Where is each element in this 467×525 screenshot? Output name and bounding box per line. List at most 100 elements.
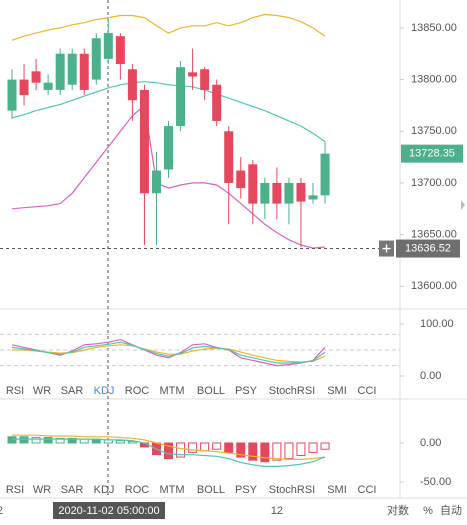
crosshair-price-box <box>396 239 460 258</box>
candle-body <box>19 79 29 96</box>
macd-bar <box>200 442 210 452</box>
indicator-line <box>11 104 326 249</box>
indicator-tab[interactable]: MTM <box>159 484 184 496</box>
last-price: 13728.35 <box>409 148 455 160</box>
indicator-line <box>11 81 326 143</box>
candle-body <box>139 89 149 194</box>
macd-bar <box>236 442 246 458</box>
candle-body <box>260 182 270 204</box>
macd-bar <box>272 442 282 461</box>
macd-bar <box>212 442 222 450</box>
indicator-tab[interactable]: ROC <box>125 385 150 397</box>
y-tick-label: 0.00 <box>420 437 441 449</box>
indicator-tab[interactable]: SMI <box>327 484 347 496</box>
macd-bar <box>296 442 306 456</box>
macd-bar <box>260 442 270 463</box>
crosshair-time-box <box>53 502 165 519</box>
candle-body <box>296 182 306 202</box>
macd-bar <box>55 437 65 444</box>
candle-body <box>151 170 161 194</box>
indicator-tab[interactable]: StochRSI <box>269 385 315 397</box>
candle-body <box>284 182 294 204</box>
indicator-tab[interactable]: WR <box>33 484 51 496</box>
candle-body <box>91 38 101 80</box>
y-tick-label: 13600.00 <box>411 280 457 292</box>
indicator-tab[interactable]: SMI <box>327 385 347 397</box>
crosshair-price: 13636.52 <box>405 242 451 254</box>
indicator-line <box>11 13 326 41</box>
indicator-tab[interactable]: PSY <box>235 385 258 397</box>
last-price-box <box>401 144 463 163</box>
y-tick-label: 100.00 <box>420 318 454 330</box>
indicator-tab[interactable]: KDJ <box>94 385 115 397</box>
y-tick-label: -50.00 <box>420 476 451 488</box>
indicator-tab[interactable]: MTM <box>159 385 184 397</box>
x-tick-label: 12 <box>271 505 283 517</box>
macd-bar <box>115 440 125 444</box>
candle-body <box>236 170 246 189</box>
indicator-tab[interactable]: BOLL <box>197 484 225 496</box>
indicator-tab[interactable]: RSI <box>6 385 24 397</box>
log-toggle[interactable]: 对数 <box>387 503 409 517</box>
candle-body <box>188 72 198 77</box>
indicator-line <box>12 434 326 460</box>
indicator-tab[interactable]: SAR <box>61 385 84 397</box>
macd-bar <box>127 440 137 444</box>
plus-icon <box>382 244 391 253</box>
macd-bar <box>320 442 330 450</box>
candle-body <box>212 84 222 121</box>
candle-body <box>103 33 113 59</box>
indicator-line <box>11 341 326 364</box>
scroll-arrow[interactable] <box>461 200 465 210</box>
candle-body <box>127 69 137 101</box>
macd-bar <box>31 437 41 444</box>
indicator-tab[interactable]: KDJ <box>94 484 115 496</box>
auto-toggle[interactable]: 自动 <box>440 504 462 517</box>
candle-body <box>79 53 89 90</box>
y-tick-label: 13800.00 <box>411 73 457 85</box>
macd-bar <box>164 442 174 460</box>
macd-bar <box>188 442 198 453</box>
candle-body <box>308 195 318 200</box>
candle-body <box>55 53 65 90</box>
candle-body <box>31 71 41 83</box>
candle-body <box>164 126 174 170</box>
y-tick-label: 0.00 <box>420 370 441 382</box>
indicator-tab[interactable]: StochRSI <box>269 484 315 496</box>
candle-body <box>248 164 258 204</box>
indicator-tab[interactable]: CCI <box>358 385 377 397</box>
indicator-tab[interactable]: ROC <box>125 484 150 496</box>
macd-bar <box>176 442 186 458</box>
candle-body <box>176 67 186 127</box>
candle-body <box>200 69 210 90</box>
macd-bar <box>43 437 53 444</box>
indicator-tab[interactable]: CCI <box>358 484 377 496</box>
indicator-tab[interactable]: BOLL <box>197 385 225 397</box>
indicator-tab[interactable]: RSI <box>6 484 24 496</box>
percent-toggle[interactable]: % <box>423 505 433 517</box>
y-tick-label: 13650.00 <box>411 229 457 241</box>
y-tick-label: 13750.00 <box>411 125 457 137</box>
indicator-line <box>12 438 326 467</box>
candle-body <box>7 79 17 111</box>
macd-bar <box>284 442 294 460</box>
candle-body <box>320 153 330 196</box>
macd-bar <box>248 442 258 461</box>
macd-bar <box>19 436 29 444</box>
y-tick-label: 13700.00 <box>411 177 457 189</box>
x-tick-label: 2 <box>0 505 3 517</box>
macd-bar <box>7 436 17 444</box>
indicator-tab[interactable]: PSY <box>235 484 258 496</box>
candle-body <box>43 82 53 90</box>
candle-body <box>67 53 77 85</box>
macd-bar <box>224 442 234 453</box>
crosshair-time: 2020-11-02 05:00:00 <box>58 505 159 517</box>
indicator-tab[interactable]: SAR <box>61 484 84 496</box>
macd-bar <box>308 442 318 453</box>
y-tick-label: 13850.00 <box>411 22 457 34</box>
indicator-tab[interactable]: WR <box>33 385 51 397</box>
candle-body <box>224 131 234 183</box>
candle-body <box>272 182 282 204</box>
